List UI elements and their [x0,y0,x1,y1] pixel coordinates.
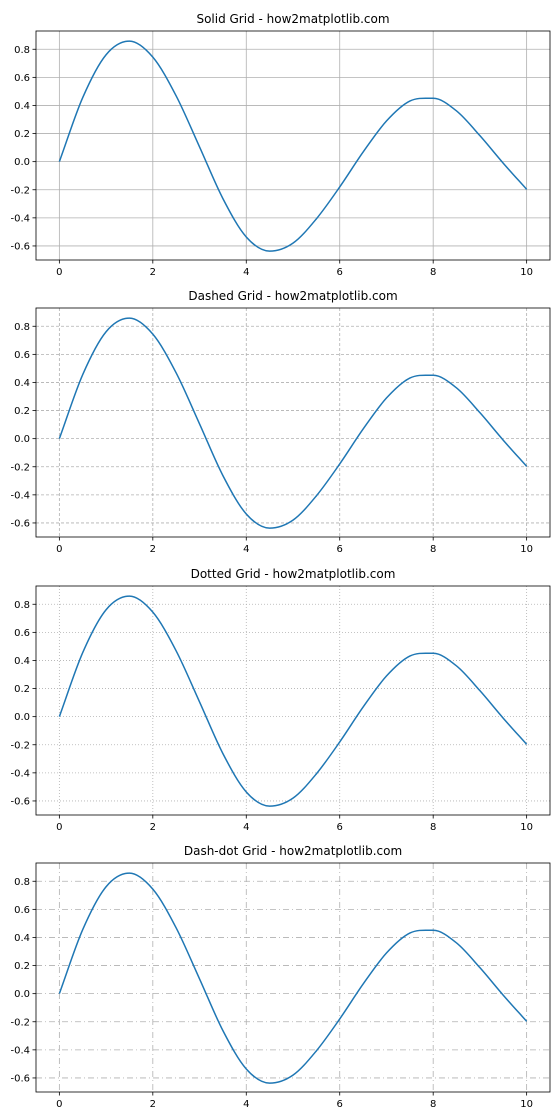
x-tick-label: 2 [150,1099,156,1110]
y-tick-label: 0.6 [14,628,30,639]
y-tick-label: 0.8 [14,600,30,611]
series-line [58,872,528,1084]
y-tick-label: 0.6 [14,73,30,84]
x-tick-label: 0 [56,822,62,833]
x-tick-label: 4 [243,822,249,833]
x-tick-label: 8 [430,544,436,555]
x-tick-label: 8 [430,267,436,278]
x-tick-label: 2 [150,267,156,278]
axes-frame [35,307,551,538]
axes-frame [35,30,551,261]
y-tick-label: 0.0 [14,157,30,168]
y-tick-label: -0.4 [10,1045,30,1056]
y-tick-label: -0.6 [10,1073,30,1084]
y-tick-label: -0.2 [10,185,30,196]
x-tick-label: 10 [520,544,533,555]
chart-title: Dashed Grid - how2matplotlib.com [188,289,397,303]
series-line [58,317,528,529]
chart-panel-2: Dashed Grid - how2matplotlib.com 0 2 4 6 8 10 -… [10,289,551,555]
chart-title: Dotted Grid - how2matplotlib.com [191,567,396,581]
x-tick-label: 8 [430,822,436,833]
x-tick-label: 2 [150,822,156,833]
y-tick-label: -0.2 [10,740,30,751]
y-tick-label: -0.6 [10,796,30,807]
y-tick-label: 0.8 [14,322,30,333]
x-tick-label: 10 [520,1099,533,1110]
chart-panel-1: Solid Grid - how2matplotlib.com 0 2 4 6 8 10 -0… [10,12,551,278]
y-tick-label: 0.6 [14,905,30,916]
y-tick-label: 0.4 [14,378,30,389]
y-tick-label: -0.4 [10,768,30,779]
x-tick-label: 10 [520,822,533,833]
x-tick-label: 6 [337,544,343,555]
y-tick-label: 0.2 [14,406,30,417]
chart-title: Dash-dot Grid - how2matplotlib.com [184,844,402,858]
axes-frame [35,862,551,1093]
x-tick-label: 10 [520,267,533,278]
x-tick-label: 4 [243,544,249,555]
y-tick-label: 0.2 [14,684,30,695]
x-tick-label: 0 [56,544,62,555]
chart-panel-4: Dash-dot Grid - how2matplotlib.com 0 2 4 6 8 1… [10,844,551,1110]
y-tick-label: -0.2 [10,1017,30,1028]
x-tick-label: 4 [243,1099,249,1110]
y-tick-label: -0.2 [10,462,30,473]
y-tick-label: 0.0 [14,712,30,723]
y-tick-label: 0.0 [14,434,30,445]
y-tick-label: 0.8 [14,877,30,888]
x-tick-label: 4 [243,267,249,278]
x-tick-label: 8 [430,1099,436,1110]
chart-panel-3: Dotted Grid - how2matplotlib.com 0 2 4 6 8 10 -… [10,567,551,833]
y-tick-label: -0.4 [10,213,30,224]
y-tick-label: 0.2 [14,129,30,140]
chart-title: Solid Grid - how2matplotlib.com [196,12,389,26]
x-tick-label: 0 [56,1099,62,1110]
y-tick-label: 0.4 [14,933,30,944]
series-line [58,595,528,807]
x-tick-label: 6 [337,822,343,833]
y-tick-label: 0.4 [14,101,30,112]
y-tick-label: 0.6 [14,350,30,361]
y-tick-label: -0.4 [10,490,30,501]
series-line [58,40,528,252]
y-tick-label: -0.6 [10,241,30,252]
y-tick-label: 0.0 [14,989,30,1000]
y-tick-label: 0.8 [14,45,30,56]
y-tick-label: 0.2 [14,961,30,972]
x-tick-label: 0 [56,267,62,278]
x-tick-label: 6 [337,267,343,278]
y-tick-label: -0.6 [10,518,30,529]
x-tick-label: 6 [337,1099,343,1110]
axes-frame [35,585,551,816]
x-tick-label: 2 [150,544,156,555]
y-tick-label: 0.4 [14,656,30,667]
